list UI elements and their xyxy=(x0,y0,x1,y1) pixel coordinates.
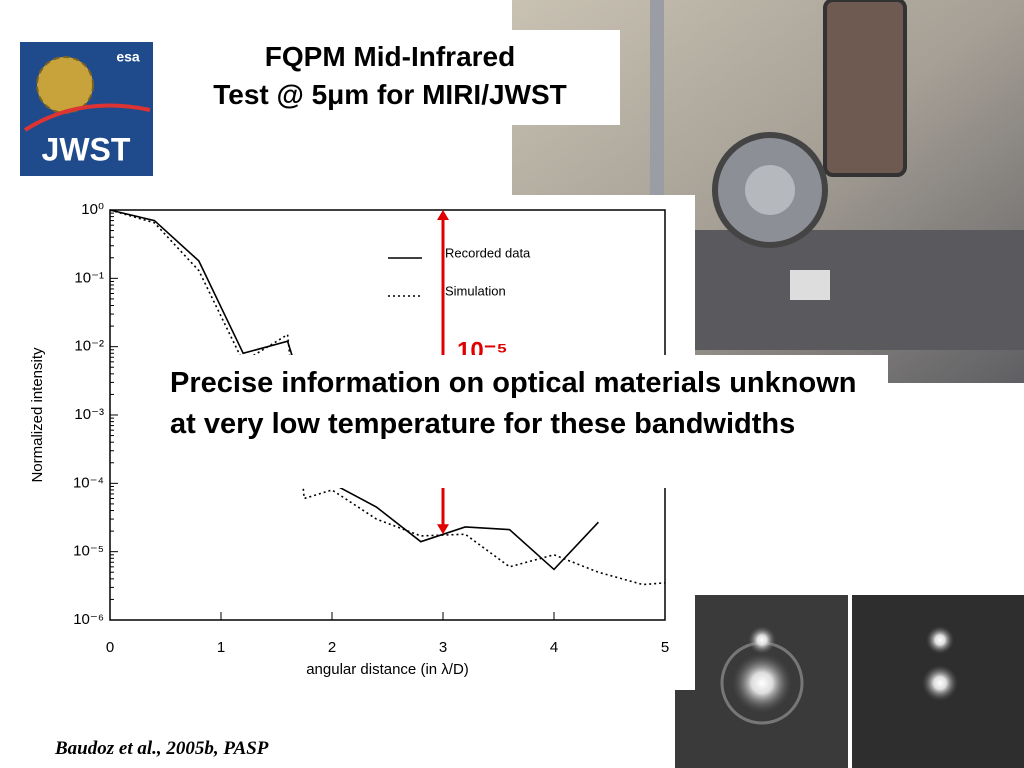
logo-agency: esa xyxy=(116,49,140,65)
arrow-head xyxy=(437,524,449,535)
arrow-head xyxy=(437,210,449,220)
slide-title: FQPM Mid-Infrared Test @ 5μm for MIRI/JW… xyxy=(160,38,620,114)
y-tick-label: 10⁻³ xyxy=(74,406,104,423)
data-line xyxy=(109,209,666,586)
x-tick-label: 3 xyxy=(439,639,447,656)
y-tick-label: 10⁻² xyxy=(74,338,104,355)
citation: Baudoz et al., 2005b, PASP xyxy=(55,738,269,759)
data-line xyxy=(109,209,599,571)
x-tick-label: 0 xyxy=(106,639,114,656)
y-tick-label: 10⁰ xyxy=(81,201,104,218)
title-line: FQPM Mid-Infrared xyxy=(264,41,516,72)
x-tick-label: 2 xyxy=(328,639,336,656)
logo-name: JWST xyxy=(42,131,131,167)
x-axis-label: angular distance (in λ/D) xyxy=(306,661,469,678)
legend-label: Recorded data xyxy=(445,245,531,260)
legend-label: Simulation xyxy=(445,283,506,298)
x-tick-label: 5 xyxy=(661,639,669,656)
title-background xyxy=(160,30,620,125)
y-tick-label: 10⁻⁴ xyxy=(73,474,104,491)
title-line: Test @ 5μm for MIRI/JWST xyxy=(213,79,567,110)
psf-images xyxy=(675,595,1024,768)
x-tick-label: 1 xyxy=(217,639,225,656)
y-axis-label: Normalized intensity xyxy=(29,347,46,483)
y-tick-label: 10⁻⁶ xyxy=(73,611,104,628)
y-tick-label: 10⁻⁵ xyxy=(73,543,104,560)
overlay-text: Precise information on optical materials… xyxy=(160,355,888,488)
y-tick-label: 10⁻¹ xyxy=(74,269,104,286)
x-tick-label: 4 xyxy=(550,639,558,656)
jwst-logo: esa JWST xyxy=(20,42,153,176)
plot: 0 1 2 3 4 5 10⁰ 10⁻¹ 10⁻² 10⁻³ 10⁻⁴ 10⁻⁵ 10⁻⁶ angular… xyxy=(29,201,669,678)
